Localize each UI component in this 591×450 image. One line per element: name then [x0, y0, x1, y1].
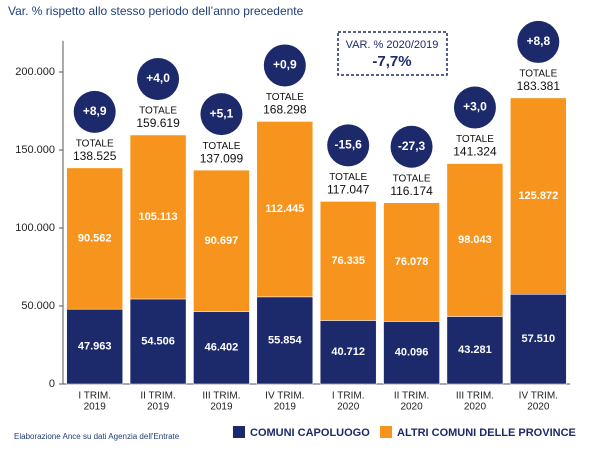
value-label: 43.281: [458, 344, 492, 356]
legend-label: COMUNI CAPOLUOGO: [250, 427, 370, 439]
x-tick-label: 2020: [527, 402, 550, 413]
x-tick-label: 2020: [400, 402, 423, 413]
x-tick-label: III TRIM.: [202, 391, 240, 402]
value-label: 47.963: [78, 340, 112, 352]
annotation-title: VAR. % 2020/2019: [346, 39, 439, 51]
bar-segment: [446, 163, 504, 317]
value-label: 90.697: [205, 235, 239, 247]
total-word: TOTALE: [139, 106, 177, 117]
value-label: 112.445: [265, 203, 304, 215]
bar-segment: [193, 169, 250, 312]
y-tick-label: 0: [49, 378, 55, 390]
bar-segment: [193, 311, 250, 385]
bar-segment: [383, 202, 440, 322]
bar-segment: [510, 294, 567, 385]
total-word: TOTALE: [329, 172, 367, 183]
change-badge: [263, 44, 306, 87]
bar-segment: [256, 296, 314, 385]
bar-segment: [319, 201, 377, 321]
value-label: 40.712: [331, 346, 365, 358]
change-badge: [327, 124, 370, 167]
x-tick-label: IV TRIM.: [519, 391, 558, 402]
x-tick-label: 2019: [210, 402, 233, 413]
total-word: TOTALE: [456, 134, 494, 145]
x-tick-label: IV TRIM.: [265, 391, 304, 402]
source: Elaborazione Ance su dati Agenzia dell'E…: [14, 432, 180, 441]
x-tick-label: III TRIM.: [456, 391, 494, 402]
bar-segment: [383, 321, 440, 385]
total-value: 159.619: [136, 116, 180, 130]
value-label: 76.335: [331, 255, 365, 267]
chart-subtitle: Var. % rispetto allo stesso periodo dell…: [8, 4, 304, 18]
value-label: 105.113: [138, 211, 177, 223]
value-label: 98.043: [458, 234, 492, 246]
total-value: 137.099: [200, 151, 244, 165]
x-tick-label: I TRIM.: [332, 391, 365, 402]
change-badge: [137, 57, 180, 100]
bar-segment: [129, 134, 187, 300]
bar-segment: [256, 121, 314, 298]
total-word: TOTALE: [266, 92, 304, 103]
total-value: 117.047: [327, 183, 370, 197]
annotation-value: -7,7%: [372, 53, 411, 70]
total-value: 183.381: [517, 79, 561, 93]
legend-swatch: [233, 426, 245, 438]
change-label: +4,0: [146, 71, 170, 85]
y-tick-label: 100.000: [15, 222, 55, 234]
change-badge: [73, 90, 116, 133]
bar-segment: [66, 308, 123, 385]
y-tick-label: 50.000: [21, 300, 55, 312]
value-label: 76.078: [395, 256, 429, 268]
bar-segment: [66, 167, 123, 310]
change-badge: [200, 93, 243, 136]
change-label: -15,6: [335, 138, 363, 152]
value-label: 40.096: [395, 347, 429, 359]
x-tick-label: 2019: [274, 402, 297, 413]
annotation-box: [337, 31, 448, 76]
total-value: 138.525: [73, 149, 117, 163]
x-tick-label: 2020: [337, 402, 360, 413]
total-word: TOTALE: [76, 139, 114, 150]
change-label: +8,9: [83, 104, 107, 118]
x-tick-label: 2019: [84, 402, 107, 413]
value-label: 57.510: [521, 333, 555, 345]
total-word: TOTALE: [393, 173, 431, 184]
x-tick-label: II TRIM.: [394, 391, 429, 402]
total-word: TOTALE: [202, 141, 240, 152]
value-label: 90.562: [78, 232, 112, 244]
value-label: 46.402: [205, 342, 239, 354]
value-label: 125.872: [518, 190, 558, 202]
change-badge: [453, 86, 496, 129]
change-label: -27,3: [398, 139, 426, 153]
x-tick-label: I TRIM.: [78, 391, 111, 402]
bar-segment: [446, 316, 504, 385]
value-label: 55.854: [268, 334, 303, 346]
value-label: 54.506: [141, 335, 175, 347]
total-value: 168.298: [263, 103, 307, 117]
total-value: 141.324: [453, 145, 497, 159]
y-tick-label: 150.000: [15, 144, 55, 156]
total-value: 116.174: [390, 184, 433, 198]
change-label: +3,0: [463, 100, 487, 114]
change-label: +0,9: [273, 58, 297, 72]
x-tick-label: 2020: [464, 402, 487, 413]
change-badge: [517, 20, 560, 63]
y-tick-label: 200.000: [15, 66, 55, 78]
bar-segment: [129, 298, 187, 385]
total-word: TOTALE: [519, 69, 557, 80]
x-tick-label: II TRIM.: [140, 391, 175, 402]
bar-segment: [319, 320, 377, 385]
legend-label: ALTRI COMUNI DELLE PROVINCE: [397, 427, 576, 439]
legend-swatch: [380, 426, 392, 438]
x-tick-label: 2019: [147, 402, 170, 413]
change-label: +8,8: [526, 34, 550, 48]
change-badge: [390, 125, 433, 168]
bar-segment: [510, 97, 567, 295]
change-label: +5,1: [210, 106, 234, 120]
